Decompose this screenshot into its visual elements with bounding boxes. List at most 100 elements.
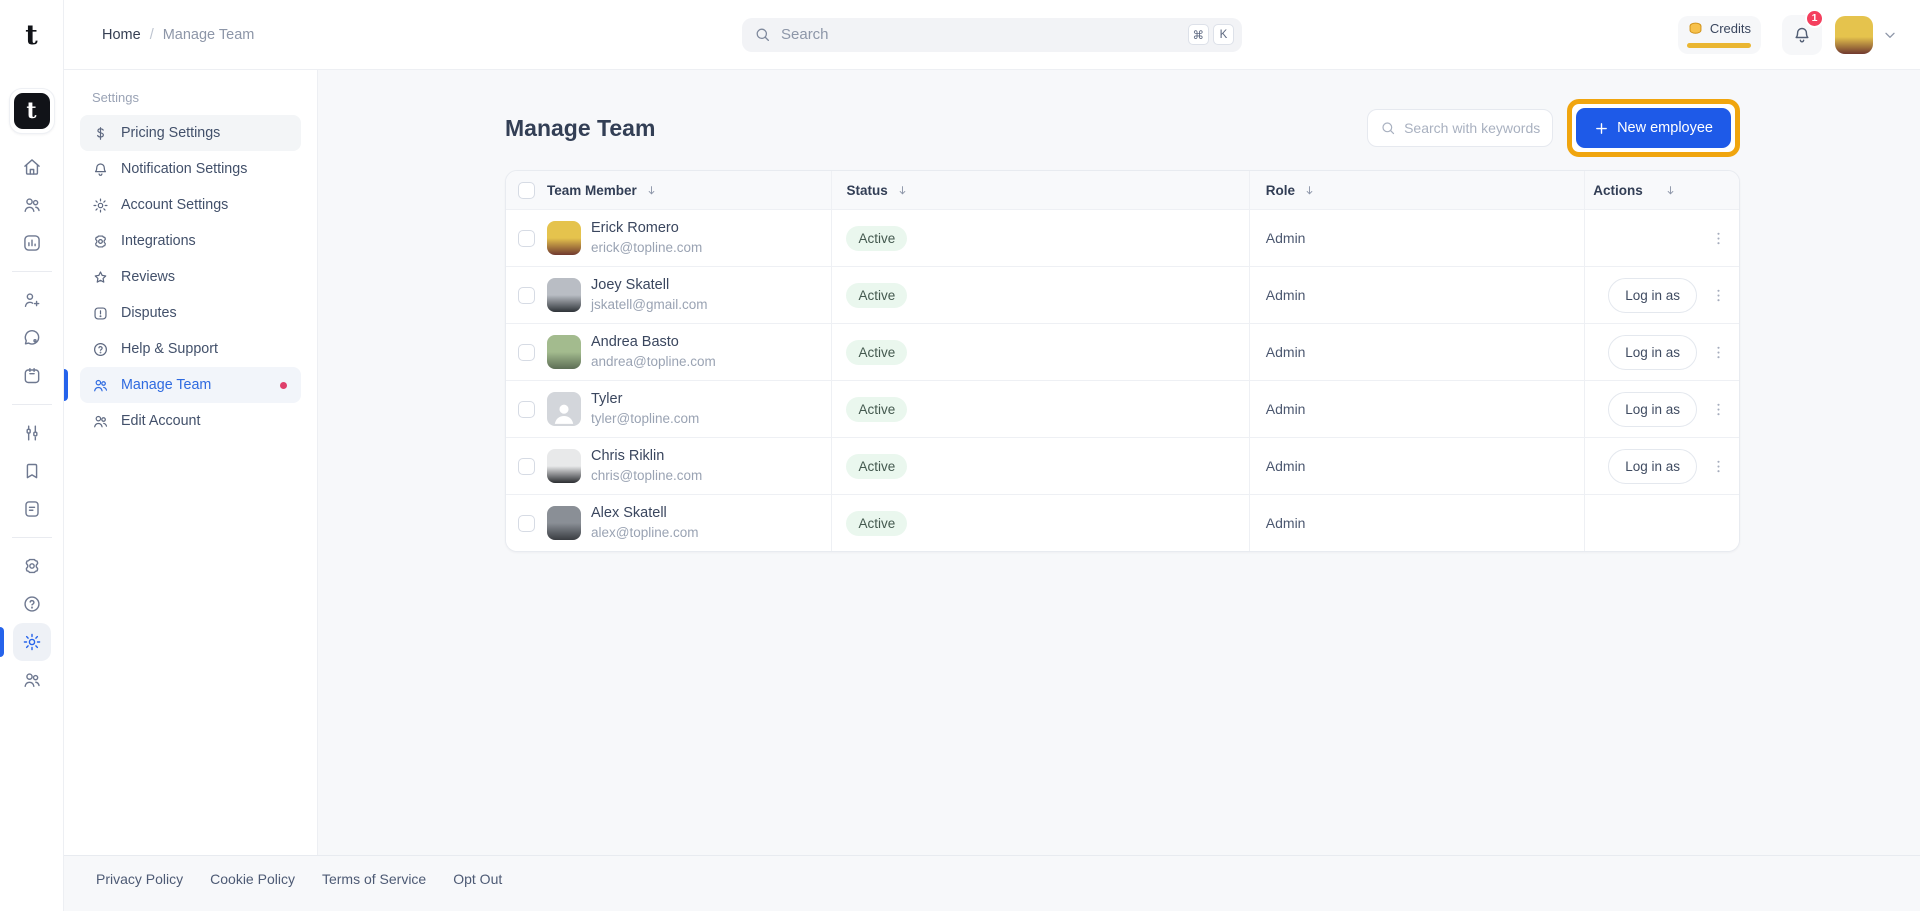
sidebar-item-reviews[interactable]: Reviews xyxy=(80,259,301,295)
actions-cell xyxy=(1584,495,1739,551)
actions-cell xyxy=(1584,210,1739,266)
documents-icon[interactable] xyxy=(13,490,51,528)
members-icon[interactable] xyxy=(13,186,51,224)
member-email: alex@topline.com xyxy=(591,525,699,540)
breadcrumb: Home / Manage Team xyxy=(102,27,254,43)
integrations-icon[interactable] xyxy=(13,547,51,585)
dollar-icon xyxy=(92,125,109,142)
row-checkbox[interactable] xyxy=(518,400,535,418)
table-row: Joey Skatell jskatell@gmail.com Active Admi… xyxy=(506,266,1739,323)
add-contact-icon[interactable] xyxy=(13,281,51,319)
global-search[interactable]: ⌘ K xyxy=(742,17,1242,52)
member-cell: Andrea Basto andrea@topline.com xyxy=(506,324,831,380)
footer-link-privacy-policy[interactable]: Privacy Policy xyxy=(96,871,184,887)
workspace-logo-letter: t xyxy=(13,93,50,129)
sort-down-icon[interactable] xyxy=(1664,184,1677,197)
credits-label: Credits xyxy=(1709,20,1751,36)
page-toolbar: Manage Team New employee xyxy=(505,96,1740,160)
main-content: Manage Team New employee Team Member Stat… xyxy=(318,70,1920,855)
bookmarks-icon[interactable] xyxy=(13,452,51,490)
sidebar-item-notification-settings[interactable]: Notification Settings xyxy=(80,151,301,187)
home-icon[interactable] xyxy=(13,148,51,186)
log-in-as-button[interactable]: Log in as xyxy=(1608,334,1697,370)
kebab-menu-icon[interactable] xyxy=(1710,401,1727,418)
team-icon[interactable] xyxy=(13,661,51,699)
calendar-icon[interactable] xyxy=(13,357,51,395)
analytics-icon[interactable] xyxy=(13,224,51,262)
sort-down-icon[interactable] xyxy=(645,184,658,197)
actions-cell: Log in as xyxy=(1584,381,1739,437)
role-cell: Admin xyxy=(1248,381,1584,437)
status-badge: Active xyxy=(846,510,908,536)
breadcrumb-home-link[interactable]: Home xyxy=(102,26,141,43)
row-checkbox[interactable] xyxy=(518,343,535,361)
role-value: Admin xyxy=(1265,230,1306,246)
role-value: Admin xyxy=(1265,287,1306,303)
header-cell-status: Status xyxy=(831,171,1248,209)
sidebar-item-pricing-settings[interactable]: Pricing Settings xyxy=(80,115,301,151)
table-row: Tyler tyler@topline.com Active Admin Log in … xyxy=(506,380,1739,437)
avatar xyxy=(547,506,581,540)
unread-dot xyxy=(280,381,287,389)
rail-divider xyxy=(11,271,52,272)
table-search[interactable] xyxy=(1367,109,1554,147)
row-checkbox[interactable] xyxy=(518,457,535,475)
sidebar-item-help-support[interactable]: Help & Support xyxy=(80,331,301,367)
search-icon xyxy=(1380,120,1396,136)
sidebar-item-account-settings[interactable]: Account Settings xyxy=(80,187,301,223)
row-checkbox[interactable] xyxy=(518,229,535,247)
sidebar-item-manage-team[interactable]: Manage Team xyxy=(64,367,301,403)
messages-icon[interactable] xyxy=(13,319,51,357)
sort-down-icon[interactable] xyxy=(896,184,909,197)
workspace-logo[interactable]: t xyxy=(8,88,55,134)
log-in-as-button[interactable]: Log in as xyxy=(1608,391,1697,427)
row-checkbox[interactable] xyxy=(518,286,535,304)
role-value: Admin xyxy=(1265,344,1306,360)
controls-icon[interactable] xyxy=(13,414,51,452)
footer-link-cookie-policy[interactable]: Cookie Policy xyxy=(210,871,295,887)
credits-button[interactable]: Credits xyxy=(1677,15,1761,54)
chevron-down-icon[interactable] xyxy=(1882,27,1898,43)
kebab-menu-icon[interactable] xyxy=(1710,344,1727,361)
notification-badge: 1 xyxy=(1805,8,1824,28)
kebab-menu-icon[interactable] xyxy=(1710,230,1727,247)
help-icon[interactable] xyxy=(13,585,51,623)
new-employee-highlight: New employee xyxy=(1567,99,1740,157)
footer-link-terms-of-service[interactable]: Terms of Service xyxy=(321,871,427,887)
notifications-button[interactable]: 1 xyxy=(1782,8,1824,55)
member-name: Tyler xyxy=(591,391,623,407)
select-all-checkbox[interactable] xyxy=(518,181,535,199)
role-cell: Admin xyxy=(1248,267,1584,323)
member-name: Alex Skatell xyxy=(591,505,667,521)
star-icon xyxy=(92,269,109,286)
member-email: tyler@topline.com xyxy=(591,411,700,426)
sort-down-icon[interactable] xyxy=(1303,184,1316,197)
log-in-as-button[interactable]: Log in as xyxy=(1608,448,1697,484)
sidebar-item-edit-account[interactable]: Edit Account xyxy=(80,403,301,439)
log-in-as-button[interactable]: Log in as xyxy=(1608,277,1697,313)
table-search-input[interactable] xyxy=(1404,120,1543,136)
active-indicator xyxy=(0,627,4,657)
header-cell-team-member: Team Member xyxy=(506,171,831,209)
global-search-input[interactable] xyxy=(781,26,1188,43)
sidebar-item-integrations[interactable]: Integrations xyxy=(80,223,301,259)
plus-icon xyxy=(1594,121,1609,136)
row-checkbox[interactable] xyxy=(518,514,535,532)
actions-cell: Log in as xyxy=(1584,438,1739,494)
avatar xyxy=(547,221,581,255)
footer-link-opt-out[interactable]: Opt Out xyxy=(453,871,503,887)
member-cell: Erick Romero erick@topline.com xyxy=(506,210,831,266)
sidebar-item-disputes[interactable]: Disputes xyxy=(80,295,301,331)
member-cell: Alex Skatell alex@topline.com xyxy=(506,495,831,551)
new-employee-button[interactable]: New employee xyxy=(1576,108,1731,148)
column-label: Role xyxy=(1265,182,1296,198)
settings-icon[interactable] xyxy=(0,623,51,661)
user-avatar[interactable] xyxy=(1835,15,1873,54)
avatar xyxy=(547,335,581,369)
table-body: Erick Romero erick@topline.com Active Admin… xyxy=(506,209,1739,551)
alert-icon xyxy=(92,305,109,322)
status-badge: Active xyxy=(846,396,908,422)
kebab-menu-icon[interactable] xyxy=(1710,458,1727,475)
kebab-menu-icon[interactable] xyxy=(1710,287,1727,304)
help-icon xyxy=(92,341,109,358)
